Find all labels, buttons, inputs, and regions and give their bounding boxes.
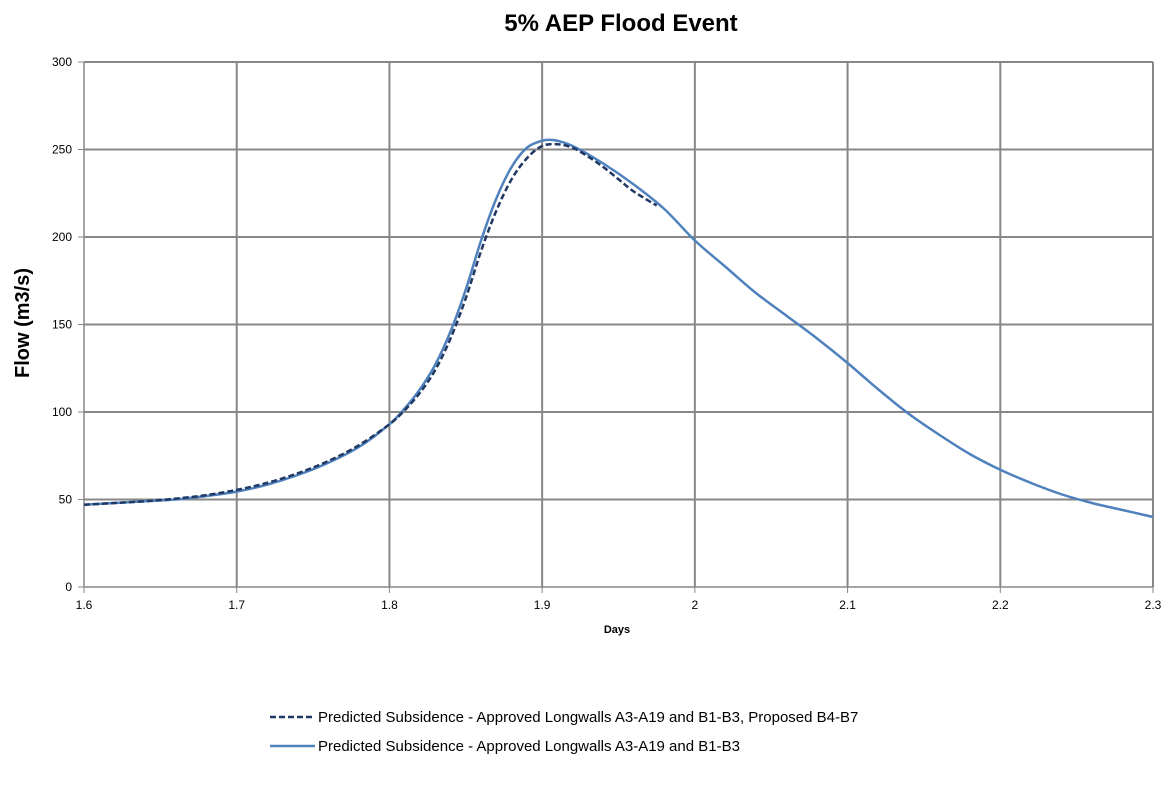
y-tick-labels: 0 50 100 150 200 250 300 xyxy=(52,55,72,594)
y-tick-label: 0 xyxy=(65,580,72,594)
y-axis-label: Flow (m3/s) xyxy=(12,268,34,378)
y-tick-label: 250 xyxy=(52,143,72,157)
x-tick-label: 1.9 xyxy=(534,598,551,612)
x-tick-label: 2 xyxy=(692,598,699,612)
y-tick-label: 300 xyxy=(52,55,72,69)
x-tick-label: 1.8 xyxy=(381,598,398,612)
legend-label-2: Predicted Subsidence - Approved Longwall… xyxy=(318,738,740,755)
y-tick-label: 50 xyxy=(59,493,73,507)
series-line-2 xyxy=(83,138,1154,519)
x-tick-label: 2.3 xyxy=(1145,598,1162,612)
axes xyxy=(78,61,1154,593)
y-tick-label: 100 xyxy=(52,405,72,419)
legend: Predicted Subsidence - Approved Longwall… xyxy=(270,709,858,755)
x-tick-label: 2.1 xyxy=(839,598,856,612)
legend-label-1: Predicted Subsidence - Approved Longwall… xyxy=(318,709,858,726)
x-tick-labels: 1.6 1.7 1.8 1.9 2 2.1 2.2 2.3 xyxy=(76,598,1162,612)
x-tick-label: 1.6 xyxy=(76,598,93,612)
x-axis-label: Days xyxy=(604,624,630,636)
y-tick-label: 150 xyxy=(52,318,72,332)
series-line-1 xyxy=(83,142,658,506)
x-tick-label: 1.7 xyxy=(228,598,245,612)
chart-title: 5% AEP Flood Event xyxy=(504,10,737,37)
gridlines xyxy=(84,61,1154,587)
y-tick-label: 200 xyxy=(52,230,72,244)
x-tick-label: 2.2 xyxy=(992,598,1009,612)
series-lines xyxy=(83,138,1154,519)
